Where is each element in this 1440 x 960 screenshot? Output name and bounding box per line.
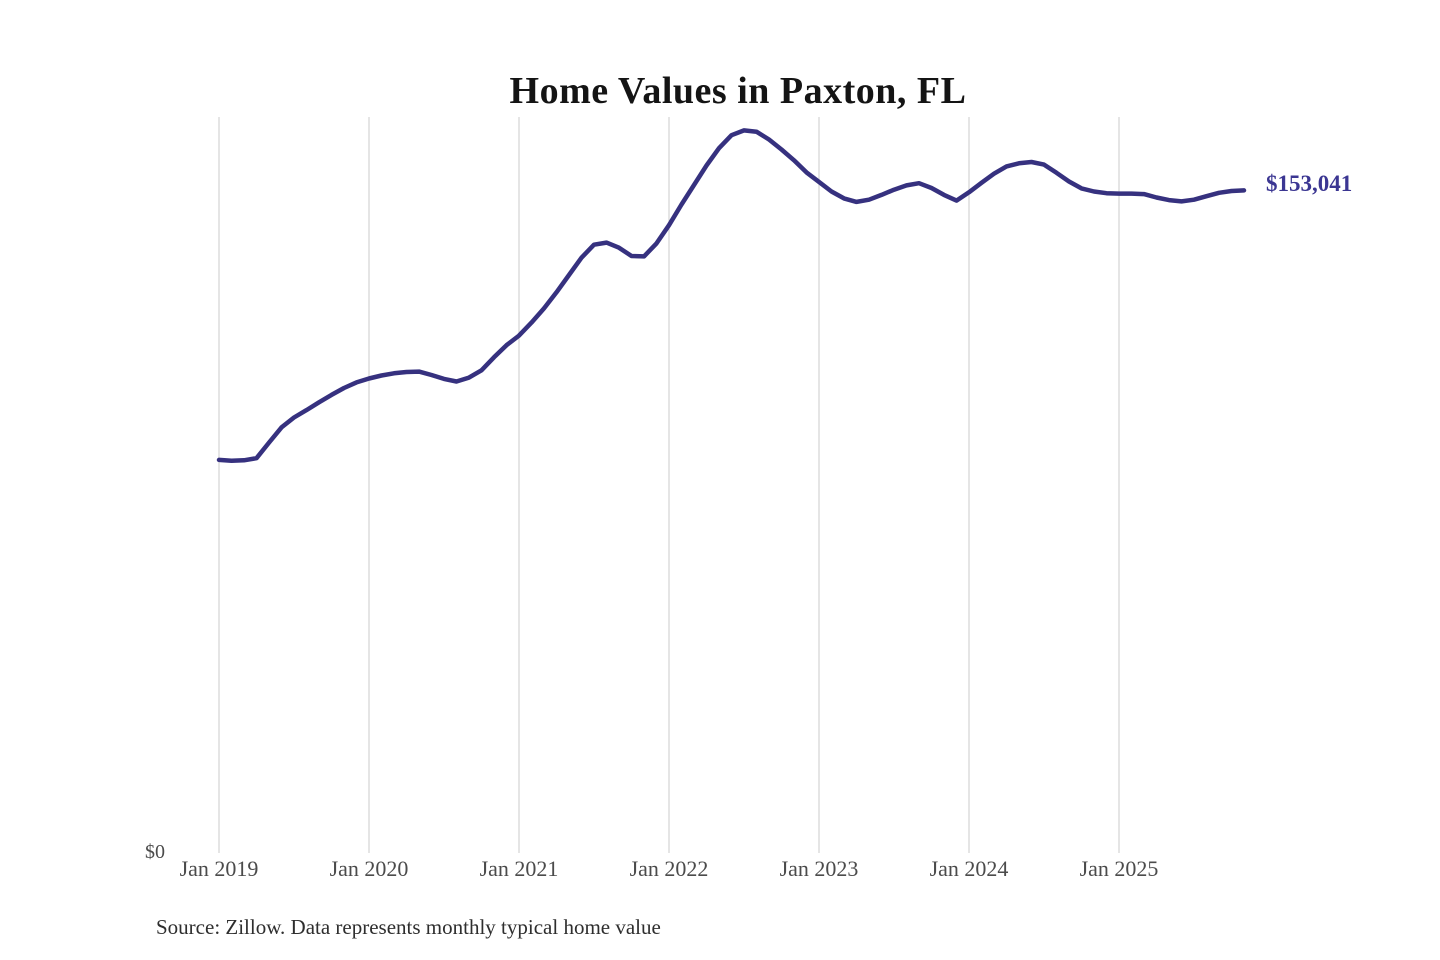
x-axis-label: Jan 2023 [779,856,859,881]
x-axis-label: Jan 2022 [629,856,709,881]
x-axis-label: Jan 2020 [329,856,409,881]
home-value-line [216,128,1247,464]
x-axis-label: Jan 2024 [929,856,1009,881]
x-axis-label: Jan 2021 [479,856,559,881]
chart-title: Home Values in Paxton, FL [509,70,967,113]
x-axis-label: Jan 2025 [1079,856,1159,881]
end-value-label: $153,041 [1266,171,1353,196]
y-axis-zero-label: $0 [145,841,165,863]
source-note: Source: Zillow. Data represents monthly … [156,915,661,939]
x-axis-label: Jan 2019 [179,856,259,881]
